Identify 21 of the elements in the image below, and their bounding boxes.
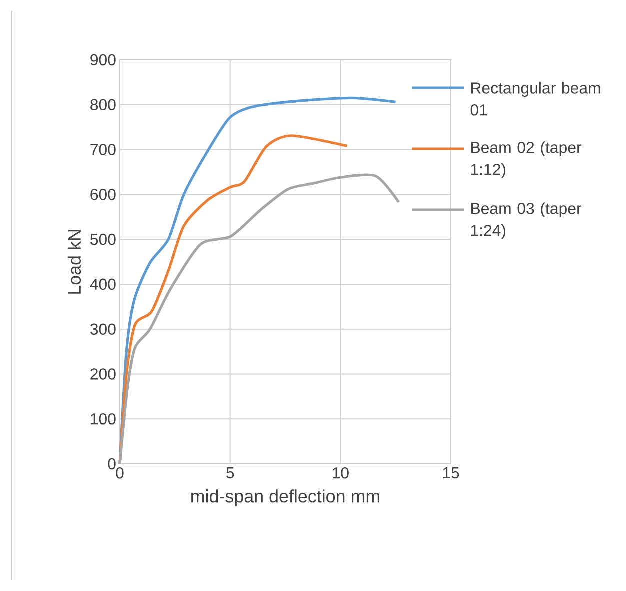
legend-label: Rectangular beam 01 xyxy=(470,82,600,116)
y-tick-label: 900 xyxy=(90,54,116,66)
x-axis-title: mid-span deflection mm xyxy=(192,490,380,506)
y-tick-label: 100 xyxy=(91,413,116,425)
x-tick-label: 10 xyxy=(333,468,349,479)
legend-label: Beam 02 (taper 1:12) xyxy=(471,142,582,178)
line-series xyxy=(118,174,400,466)
y-tick-label: 400 xyxy=(90,278,116,290)
line-series xyxy=(118,134,349,466)
x-tick-label: 5 xyxy=(226,468,234,479)
y-tick-label: 200 xyxy=(90,368,116,380)
y-tick-label: 800 xyxy=(90,99,116,111)
y-tick-label: 600 xyxy=(90,189,116,200)
legend-label: Beam 03 (taper 1:24) xyxy=(471,202,582,240)
y-axis-title: Load kN xyxy=(68,230,82,294)
y-tick-label: 300 xyxy=(90,324,116,335)
y-tick-label: 700 xyxy=(90,144,116,156)
x-tick-label: 0 xyxy=(116,468,124,479)
y-tick-label: 500 xyxy=(90,234,116,246)
x-tick-label: 15 xyxy=(443,468,460,479)
y-tick-label: 0 xyxy=(108,458,116,470)
